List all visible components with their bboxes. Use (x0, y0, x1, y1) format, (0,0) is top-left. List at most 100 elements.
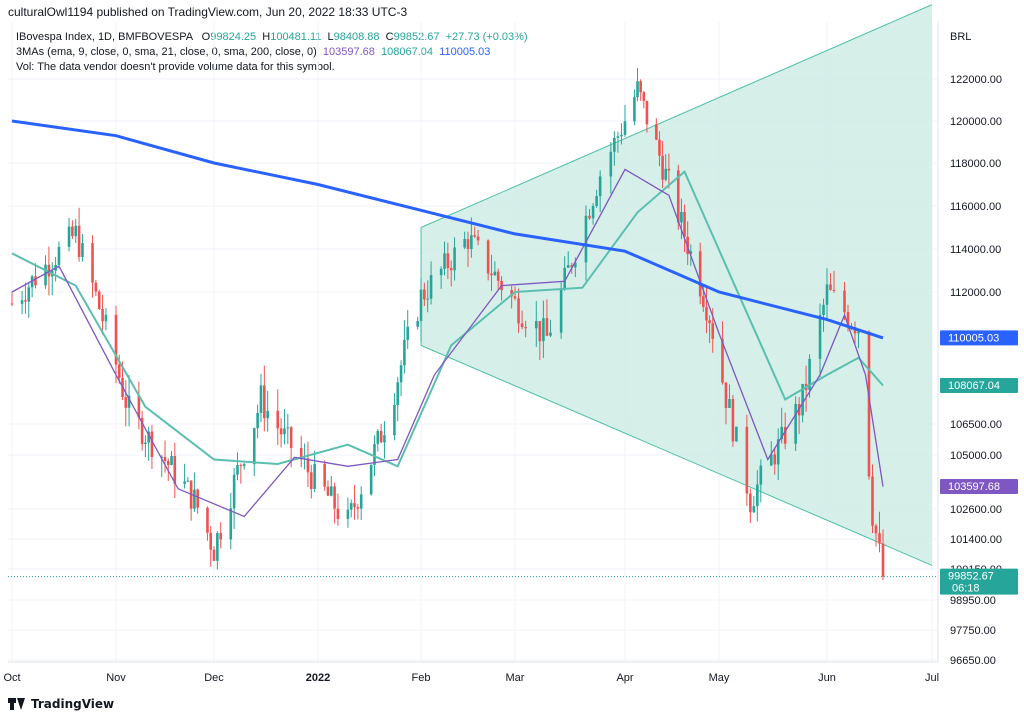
candle-body (333, 486, 336, 509)
candle-body (588, 215, 591, 219)
candle-body (77, 225, 81, 257)
candle-body (376, 431, 380, 444)
time-tick-label: Jul (925, 672, 939, 684)
candle-body (289, 427, 293, 448)
price-tick-label: 98950.00 (950, 595, 996, 607)
candle-body (559, 288, 563, 333)
candle-body (773, 454, 777, 465)
legend-ma9-value: 103597.68 (322, 46, 375, 58)
legend-symbol-name: IBovespa Index, 1D, BMFBOVESPA (16, 31, 193, 43)
footer-brand[interactable]: TradingView (8, 697, 114, 711)
candle-body (825, 284, 829, 305)
candle-body (419, 289, 423, 322)
candle-body (829, 284, 832, 290)
price-badge-label: 103597.68 (948, 481, 1000, 493)
candle-body (721, 338, 724, 383)
price-tick-label: 102600.00 (950, 504, 1002, 516)
candle-body (639, 81, 642, 93)
candle-body (794, 403, 797, 444)
candle-body (144, 442, 147, 444)
candle-body (309, 472, 313, 490)
candle-body (256, 412, 259, 429)
candle-body (353, 503, 356, 508)
price-tick-label: 114000.00 (950, 244, 1001, 256)
legend-close-value: 99852.67 (393, 31, 440, 43)
footer-brand-text: TradingView (31, 697, 115, 711)
candle-body (636, 81, 639, 98)
candle-body (689, 251, 693, 254)
candle-body (443, 253, 446, 269)
candle-body (403, 339, 406, 366)
candle-body (486, 240, 490, 274)
candle-body (633, 97, 636, 122)
candle-body (349, 503, 353, 510)
candle-body (236, 465, 239, 475)
price-axis[interactable]: BRL 122000.00 120000.00 118000.00 116000.00 1… (937, 22, 1002, 667)
candle-body (329, 486, 333, 496)
candle-body (783, 426, 787, 444)
candle-body (598, 176, 602, 197)
candle-body (759, 465, 763, 485)
candle-body (843, 290, 846, 313)
candle-body (769, 454, 773, 466)
candle-body (206, 507, 209, 533)
legend-ma200-value: 110005.03 (439, 46, 491, 58)
price-badge-label: 110005.03 (948, 332, 999, 344)
price-tick-label: 97750.00 (950, 625, 996, 637)
price-badge-label: 99852.67 (948, 571, 994, 583)
parallel-channel[interactable] (420, 4, 933, 566)
candle-body (163, 456, 167, 461)
candle-body (570, 265, 574, 268)
legend-high-value: 100481.11 (270, 31, 322, 43)
candle-body (728, 399, 731, 408)
legend-low-value: 98408.88 (333, 31, 380, 43)
price-tick-label: 106500.00 (950, 419, 1002, 431)
time-tick-label: Mar (506, 672, 525, 684)
legend-ma-row[interactable]: 3MAs (ema, 9, close, 0, sma, 21, close, … (16, 45, 528, 60)
candle-body (574, 262, 577, 268)
candle-body (655, 124, 658, 140)
legend-vol-row[interactable]: Vol: The data vendor doesn't provide vol… (16, 60, 528, 75)
channel-lower-line (420, 344, 933, 566)
candle-body (683, 211, 686, 237)
candle-body (183, 481, 186, 484)
candlesticks (10, 68, 885, 581)
time-tick-label: 2022 (306, 672, 330, 684)
chart-legend: IBovespa Index, 1D, BMFBOVESPA O99824.25… (16, 30, 528, 75)
price-tick-label: 112000.00 (950, 287, 1001, 299)
candle-body (299, 447, 303, 460)
candle-body (166, 460, 170, 465)
candle-body (276, 410, 280, 429)
candle-body (193, 489, 196, 509)
candle-body (466, 239, 470, 250)
candle-body (534, 321, 538, 329)
candle-body (493, 271, 497, 276)
moving-averages (8, 119, 938, 578)
channel-upper-line (420, 4, 933, 228)
legend-symbol-row[interactable]: IBovespa Index, 1D, BMFBOVESPA O99824.25… (16, 30, 528, 45)
candle-body (680, 211, 683, 223)
candle-body (476, 236, 480, 241)
candle-body (266, 410, 269, 419)
candle-body (623, 121, 627, 135)
candle-body (147, 431, 150, 443)
candle-body (259, 385, 263, 413)
candle-body (150, 431, 154, 458)
time-axis[interactable]: Oct Nov Dec 2022 Feb Mar Apr May Jun Jul (3, 661, 939, 684)
candle-body (423, 289, 426, 300)
price-badge-label: 108067.04 (948, 380, 1000, 392)
candle-body (874, 525, 878, 534)
candle-body (449, 268, 453, 271)
candle-body (336, 508, 340, 519)
time-tick-label: Nov (106, 672, 126, 684)
candle-body (595, 196, 598, 206)
candle-body (219, 533, 223, 540)
candle-body (878, 533, 881, 544)
candle-body (10, 303, 14, 305)
candle-body (538, 321, 542, 342)
candle-body (279, 428, 283, 435)
candle-body (124, 397, 128, 408)
candle-body (708, 320, 711, 324)
candle-body (711, 323, 715, 339)
